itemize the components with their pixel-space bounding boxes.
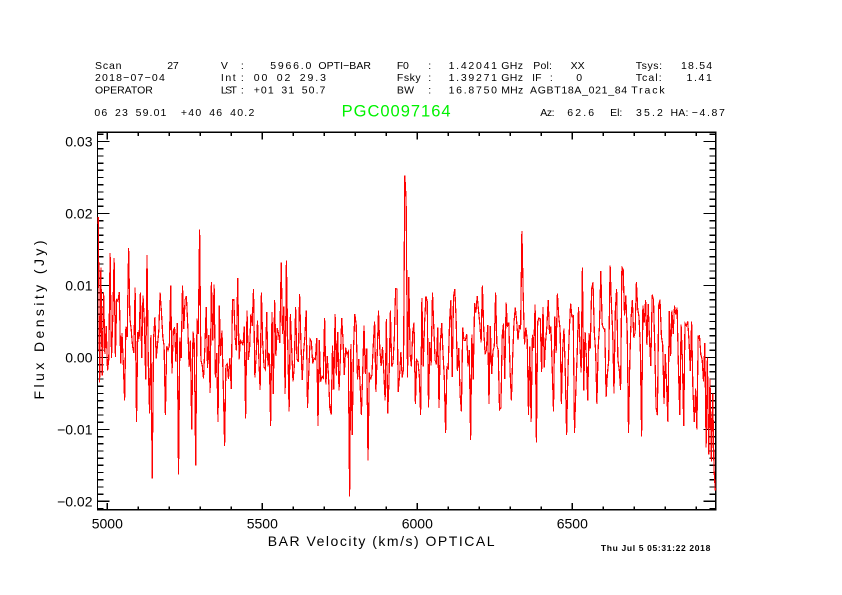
svg-text:+40 46 40.2: +40 46 40.2: [181, 107, 256, 119]
svg-text:XX: XX: [571, 60, 585, 72]
svg-text::: :: [428, 60, 431, 72]
svg-text:OPERATOR: OPERATOR: [95, 85, 153, 97]
svg-text:00 02 29.3: 00 02 29.3: [254, 72, 328, 84]
svg-text:0: 0: [576, 72, 583, 84]
svg-text:GHz: GHz: [501, 72, 523, 84]
svg-text:06 23 59.01: 06 23 59.01: [94, 107, 167, 119]
svg-text:Pol:: Pol:: [533, 60, 552, 72]
svg-text::: :: [428, 72, 431, 84]
svg-text:27: 27: [167, 60, 180, 72]
svg-text::: :: [241, 85, 244, 97]
svg-text:Track: Track: [631, 85, 665, 97]
svg-text:Az:: Az:: [540, 107, 555, 119]
svg-text:0.03: 0.03: [65, 134, 92, 150]
svg-text:+01 31 50.7: +01 31 50.7: [254, 85, 327, 97]
svg-text:BW: BW: [397, 85, 414, 97]
svg-text:PGC0097164: PGC0097164: [342, 102, 451, 120]
svg-text:Flux Density (Jy): Flux Density (Jy): [31, 241, 47, 400]
svg-text:El:: El:: [610, 107, 622, 119]
svg-text:1.39271: 1.39271: [449, 72, 499, 84]
svg-text:LST: LST: [221, 85, 238, 97]
svg-text:5966.0: 5966.0: [270, 60, 312, 72]
svg-text:6000: 6000: [402, 515, 433, 531]
svg-text:GHz: GHz: [501, 60, 523, 72]
svg-text::: :: [428, 85, 431, 97]
svg-text:5500: 5500: [247, 515, 278, 531]
svg-text::: :: [241, 72, 244, 84]
svg-text:BAR Velocity (km/s) OPTICAL: BAR Velocity (km/s) OPTICAL: [268, 533, 495, 549]
svg-text:−0.02: −0.02: [57, 493, 93, 509]
svg-text:62.6: 62.6: [567, 107, 595, 119]
svg-text:16.8750: 16.8750: [449, 85, 499, 97]
svg-text:6500: 6500: [557, 515, 588, 531]
svg-text:MHz: MHz: [501, 85, 523, 97]
svg-text:Tsys:: Tsys:: [636, 60, 663, 72]
svg-text:AGBT18A_021_84: AGBT18A_021_84: [530, 85, 627, 97]
svg-text:Tcal:: Tcal:: [636, 72, 662, 84]
svg-text:−4.87: −4.87: [692, 107, 726, 119]
svg-text:5000: 5000: [92, 515, 123, 531]
svg-text:Int: Int: [221, 72, 236, 84]
svg-text::: :: [550, 72, 553, 84]
svg-text:HA:: HA:: [671, 107, 689, 119]
svg-text:0.00: 0.00: [65, 349, 92, 365]
svg-text::: :: [241, 60, 244, 72]
svg-text:1.42041: 1.42041: [449, 60, 499, 72]
svg-text:−0.01: −0.01: [57, 421, 93, 437]
svg-text:0.01: 0.01: [65, 277, 92, 293]
svg-text:1.41: 1.41: [687, 72, 714, 84]
svg-text:Fsky: Fsky: [397, 72, 421, 84]
svg-text:2018−07−04: 2018−07−04: [95, 72, 166, 84]
svg-text:0.02: 0.02: [65, 206, 92, 222]
svg-text:18.54: 18.54: [681, 60, 713, 72]
svg-text:F0: F0: [397, 60, 409, 72]
svg-text:35.2: 35.2: [636, 107, 664, 119]
svg-text:IF: IF: [532, 72, 542, 84]
svg-text:Thu Jul 5 05:31:22 2018: Thu Jul 5 05:31:22 2018: [601, 543, 711, 553]
svg-text:OPTI−BAR: OPTI−BAR: [318, 60, 371, 72]
svg-text:Scan: Scan: [95, 60, 122, 72]
svg-text:V: V: [221, 60, 228, 72]
